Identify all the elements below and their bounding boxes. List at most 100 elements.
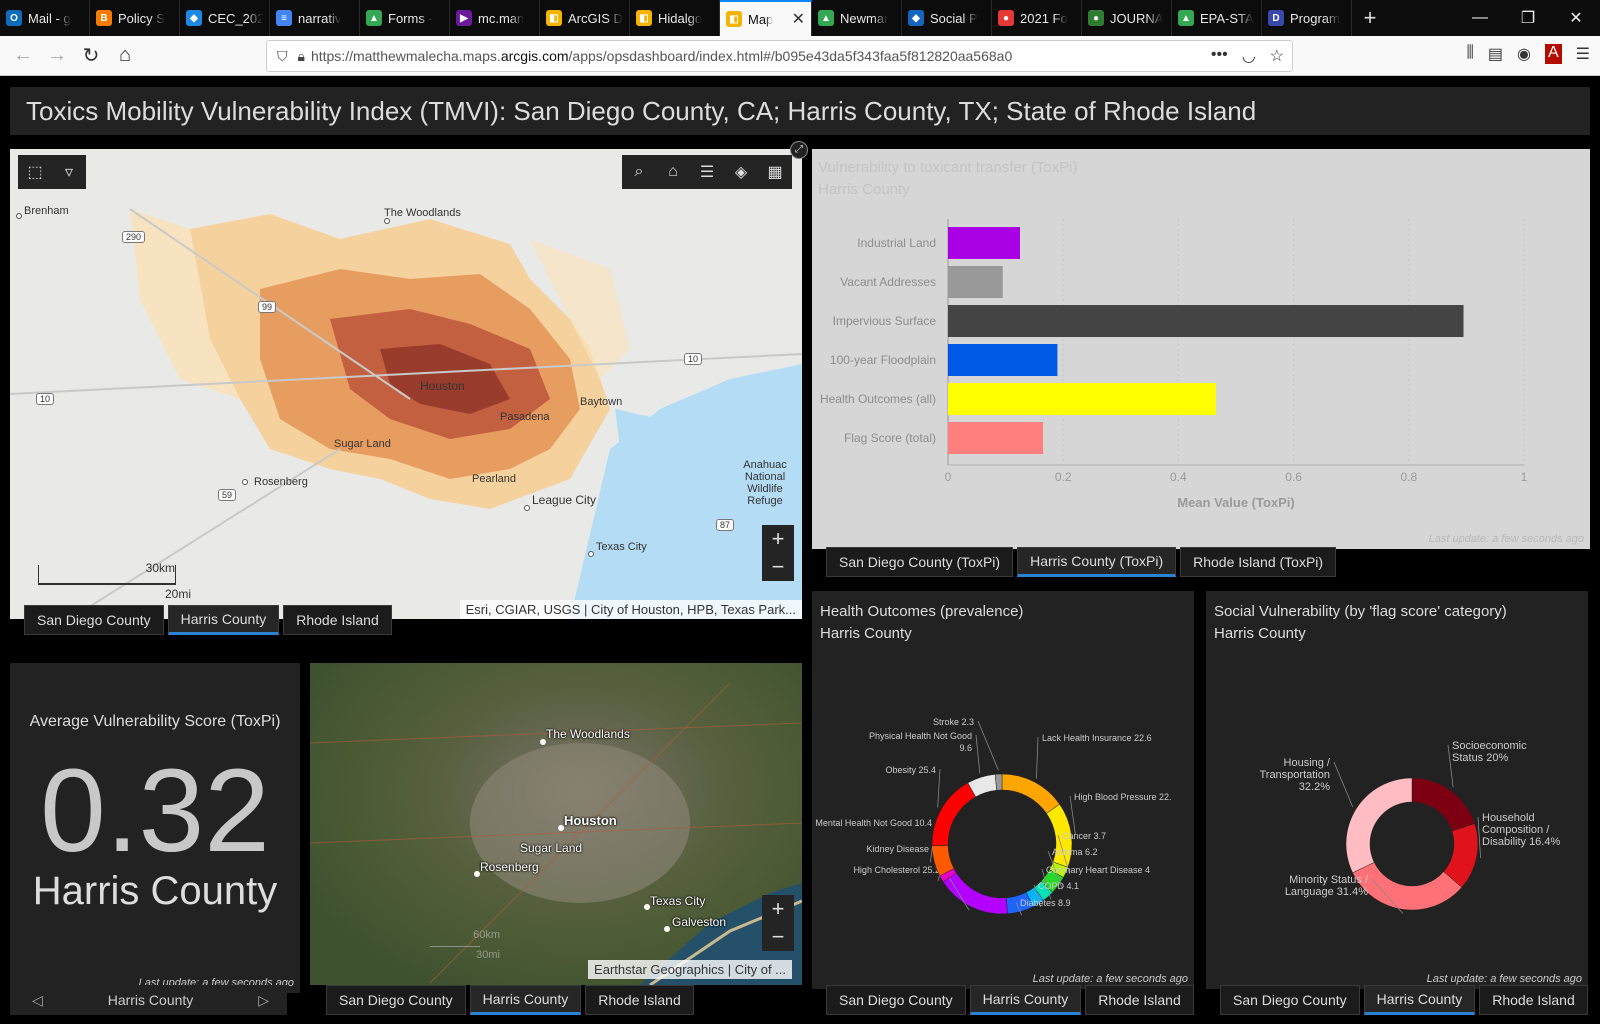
bar[interactable] [948, 383, 1216, 415]
health-donut-chart: Lack Health Insurance 22.6 High Blood Pre… [815, 717, 1172, 916]
bar[interactable] [948, 305, 1464, 337]
bookmark-star-icon[interactable]: ☆ [1269, 48, 1284, 65]
vulnerability-map[interactable]: Brenham The Woodlands Houston Baytown Pa… [10, 149, 802, 619]
shield-icon[interactable]: ⛉ [277, 47, 288, 64]
region-tab[interactable]: San Diego County [1220, 985, 1360, 1015]
donut-slice[interactable] [994, 773, 1003, 791]
slice-label: Mental Health Not Good 10.4 [815, 818, 932, 828]
browser-tab[interactable]: O Mail - g [0, 0, 90, 36]
region-tab[interactable]: Rhode Island (ToxPi) [1180, 547, 1337, 577]
browser-tab[interactable]: D Program [1262, 0, 1352, 36]
health-region-tabs: San Diego County Harris County Rhode Islan… [826, 985, 1194, 1015]
highway-shield: 87 [716, 519, 735, 531]
browser-tab[interactable]: ▶ mc.man [450, 0, 540, 36]
new-tab-button[interactable]: + [1363, 5, 1377, 30]
tab-label: EPA-STA [1200, 10, 1254, 26]
browser-tab[interactable]: ◆ CEC_202 [180, 0, 270, 36]
zoom-in-icon[interactable]: + [771, 526, 785, 551]
browser-tab[interactable]: ◆ Social P [902, 0, 992, 36]
account-icon[interactable]: ◉ [1517, 46, 1531, 63]
browser-tab[interactable]: ▲ Newmar [812, 0, 902, 36]
library-icon[interactable]: ⫼ [1466, 44, 1474, 61]
slice-label: Coronary Heart Disease 4 [1046, 865, 1150, 875]
browser-tab[interactable]: ▲ EPA-STA [1172, 0, 1262, 36]
region-tab[interactable]: San Diego County (ToxPi) [826, 547, 1014, 577]
region-tab[interactable]: Rhode Island [283, 605, 392, 635]
region-tab[interactable]: Harris County [1363, 985, 1476, 1015]
page-actions-icon[interactable]: ••• [1210, 46, 1228, 63]
tab-label: narrativ [298, 10, 342, 26]
region-tab[interactable]: San Diego County [326, 985, 466, 1015]
browser-tab[interactable]: ● JOURNA [1082, 0, 1172, 36]
region-tab[interactable]: Harris County (ToxPi) [1017, 547, 1177, 577]
tab-favicon-icon: ◆ [186, 10, 202, 26]
select-icon[interactable]: ⬚ [27, 164, 43, 181]
search-icon[interactable]: ⌕ [634, 163, 644, 180]
social-vulnerability-panel: Social Vulnerability (by 'flag score' ca… [1206, 591, 1588, 989]
zoom-out-icon[interactable]: − [771, 554, 785, 579]
bar[interactable] [948, 266, 1003, 298]
basemap-icon[interactable]: ▦ [767, 164, 783, 181]
legend-icon[interactable]: ☰ [699, 164, 715, 181]
region-tab[interactable]: Harris County [167, 605, 280, 635]
reload-icon[interactable]: ↻ [82, 45, 100, 67]
browser-tab[interactable]: ▲ Forms - [360, 0, 450, 36]
expand-icon[interactable]: ⤢ [790, 141, 808, 159]
region-tab[interactable]: San Diego County [24, 605, 164, 635]
slice-label-line: Physical Health Not Good [869, 731, 972, 741]
back-icon[interactable]: ← [13, 44, 33, 66]
sidebar-icon[interactable]: ▤ [1487, 46, 1504, 63]
slice-label-line: Transportation [1259, 769, 1330, 781]
leader-line [977, 720, 999, 771]
leader-line [1447, 744, 1454, 788]
chevron-down-icon[interactable]: ▿ [64, 164, 74, 181]
region-tab[interactable]: San Diego County [826, 985, 966, 1015]
slice-label-line: Status 20% [1452, 752, 1508, 764]
pocket-icon[interactable]: ◡ [1241, 48, 1256, 65]
slice-label: Kidney Disease 2.3 [866, 844, 944, 854]
restore-icon[interactable]: ❐ [1520, 10, 1536, 27]
region-tab[interactable]: Rhode Island [1085, 985, 1194, 1015]
minimize-icon[interactable]: — [1472, 9, 1488, 26]
region-tab[interactable]: Harris County [969, 985, 1082, 1015]
x-tick-label: 1 [1521, 470, 1528, 484]
browser-tab[interactable]: ◧ ArcGIS D [540, 0, 630, 36]
layers-icon[interactable]: ◈ [734, 164, 748, 181]
close-tab-icon[interactable]: ✕ [791, 11, 805, 28]
previous-arrow-icon[interactable]: ◁ [32, 991, 43, 1008]
category-label: Vacant Addresses [840, 275, 936, 289]
url-bar[interactable]: ⛉ 🔒︎ https://matthewmalecha.maps.arcgis.… [266, 40, 1293, 72]
map-label: Brenham [24, 205, 69, 217]
home-icon[interactable]: ⌂ [668, 163, 678, 180]
bar[interactable] [948, 227, 1020, 259]
bar[interactable] [948, 422, 1044, 454]
chart-title: Vulnerability to toxicant transfer (ToxP… [818, 159, 1078, 176]
menu-icon[interactable]: ☰ [1575, 46, 1590, 63]
browser-tab[interactable]: ◧ Map ✕ [720, 0, 812, 36]
region-tab[interactable]: Rhode Island [1479, 985, 1588, 1015]
map-point [644, 904, 650, 910]
donut-slice[interactable] [1001, 773, 1061, 814]
region-tab[interactable]: Rhode Island [585, 985, 694, 1015]
satellite-map[interactable]: The Woodlands Houston Sugar Land Rosenbe… [310, 663, 802, 985]
browser-tab[interactable]: ◧ Hidalgo [630, 0, 720, 36]
pdf-extension-icon[interactable]: A [1544, 44, 1562, 64]
browser-tab[interactable]: ● 2021 Fo [992, 0, 1082, 36]
map-label: Galveston [672, 915, 727, 929]
bar[interactable] [948, 344, 1058, 376]
category-label: Flag Score (total) [844, 431, 936, 445]
next-arrow-icon[interactable]: ▷ [258, 991, 269, 1008]
zoom-in-icon[interactable]: + [771, 896, 785, 921]
zoom-out-icon[interactable]: − [771, 924, 785, 949]
home-icon[interactable]: ⌂ [118, 44, 132, 66]
browser-tab[interactable]: B Policy S [90, 0, 180, 36]
close-window-icon[interactable]: ✕ [1569, 10, 1583, 27]
browser-tab[interactable]: ≡ narrativ [270, 0, 360, 36]
region-tab[interactable]: Harris County [469, 985, 582, 1015]
donut-slice[interactable] [1411, 777, 1476, 832]
x-tick-label: 0.8 [1400, 470, 1417, 484]
slice-label: Asthma 6.2 [1052, 847, 1098, 857]
forward-icon[interactable]: → [47, 44, 67, 66]
donut-slice[interactable] [1345, 777, 1413, 874]
donut-slice[interactable] [942, 872, 1008, 915]
